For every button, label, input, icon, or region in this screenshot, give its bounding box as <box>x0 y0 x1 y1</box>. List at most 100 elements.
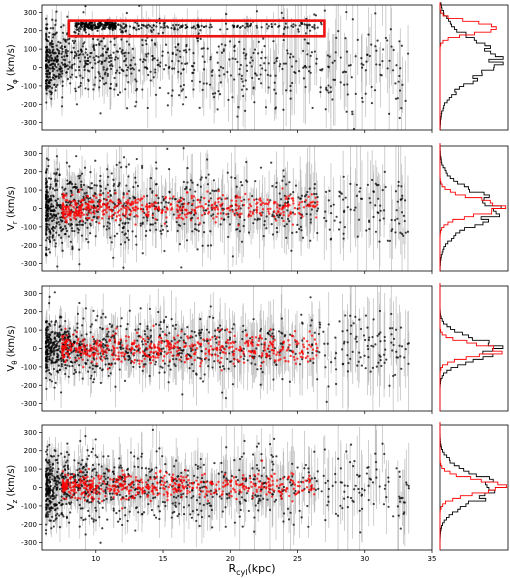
data-point <box>135 157 138 161</box>
data-point <box>275 226 279 230</box>
data-point <box>189 211 192 215</box>
y-tick-label: -100 <box>21 223 37 231</box>
data-point <box>308 187 311 190</box>
data-point <box>112 22 115 25</box>
data-point <box>344 37 347 40</box>
data-point <box>148 25 152 28</box>
data-point <box>145 66 149 70</box>
hist-red-series <box>439 143 507 271</box>
data-point <box>61 208 65 211</box>
data-point <box>61 249 64 252</box>
data-point <box>200 214 204 217</box>
data-point <box>242 203 246 207</box>
data-point <box>182 68 185 71</box>
data-point <box>246 22 249 26</box>
data-point <box>230 176 233 179</box>
data-point <box>76 223 79 226</box>
data-point <box>54 89 57 92</box>
hist-red-series <box>439 2 497 130</box>
data-point <box>311 25 314 29</box>
data-point <box>364 69 367 72</box>
data-point <box>106 191 110 195</box>
data-point <box>77 231 80 234</box>
data-point <box>80 50 83 53</box>
data-point <box>193 209 197 212</box>
data-point <box>82 213 86 216</box>
data-point <box>273 81 276 84</box>
data-point <box>404 231 407 234</box>
data-point <box>384 36 388 40</box>
data-point <box>346 93 349 96</box>
y-tick-label: -200 <box>21 101 37 109</box>
data-point <box>219 81 222 84</box>
data-point <box>252 209 256 212</box>
data-point <box>300 194 304 197</box>
data-point <box>118 71 121 75</box>
data-point <box>292 23 295 26</box>
data-point <box>66 205 69 209</box>
data-point <box>82 11 85 14</box>
data-point <box>222 212 225 215</box>
data-point <box>313 50 316 53</box>
data-point <box>48 223 51 226</box>
data-point <box>67 222 70 226</box>
data-point <box>185 239 189 242</box>
data-point <box>233 214 236 217</box>
data-point <box>176 204 179 208</box>
data-point <box>126 107 129 110</box>
data-point <box>94 235 97 238</box>
data-point <box>352 127 356 130</box>
data-point <box>60 105 64 108</box>
data-point <box>305 204 308 208</box>
data-point <box>52 33 55 36</box>
data-point <box>351 113 354 116</box>
data-point <box>132 195 135 198</box>
data-point <box>338 190 341 193</box>
data-point <box>395 209 398 212</box>
data-point <box>309 54 312 57</box>
data-point <box>263 202 267 205</box>
data-point <box>66 179 69 182</box>
data-point <box>73 185 76 189</box>
data-point <box>149 223 152 226</box>
data-point <box>48 63 52 67</box>
data-point <box>186 211 190 215</box>
data-point <box>291 231 294 235</box>
data-point <box>230 199 233 202</box>
data-point <box>259 203 263 206</box>
data-point <box>124 213 128 216</box>
data-point <box>117 23 120 26</box>
data-point <box>179 85 182 88</box>
data-point <box>151 212 155 215</box>
data-point <box>48 79 51 82</box>
data-point <box>181 103 185 106</box>
data-point <box>216 61 219 64</box>
data-point <box>45 36 48 39</box>
data-point <box>79 23 83 27</box>
data-point <box>298 201 301 204</box>
data-point <box>74 183 77 186</box>
data-point <box>122 196 125 199</box>
data-point <box>68 66 71 69</box>
data-point <box>59 41 62 44</box>
data-point <box>70 182 74 186</box>
data-point <box>164 201 168 204</box>
data-point <box>85 25 89 28</box>
data-point <box>193 62 196 65</box>
data-point <box>394 82 397 85</box>
data-point <box>51 69 54 73</box>
data-point <box>69 189 72 192</box>
data-point <box>164 64 167 67</box>
data-point <box>48 229 51 232</box>
data-point <box>386 67 389 70</box>
data-point <box>255 208 258 211</box>
data-point <box>180 209 183 212</box>
data-point <box>396 97 399 100</box>
data-point <box>269 199 272 202</box>
data-point <box>119 243 123 246</box>
data-point <box>170 60 174 63</box>
data-point <box>164 26 167 29</box>
data-point <box>319 86 322 89</box>
data-point <box>50 91 53 94</box>
data-point <box>313 205 316 208</box>
